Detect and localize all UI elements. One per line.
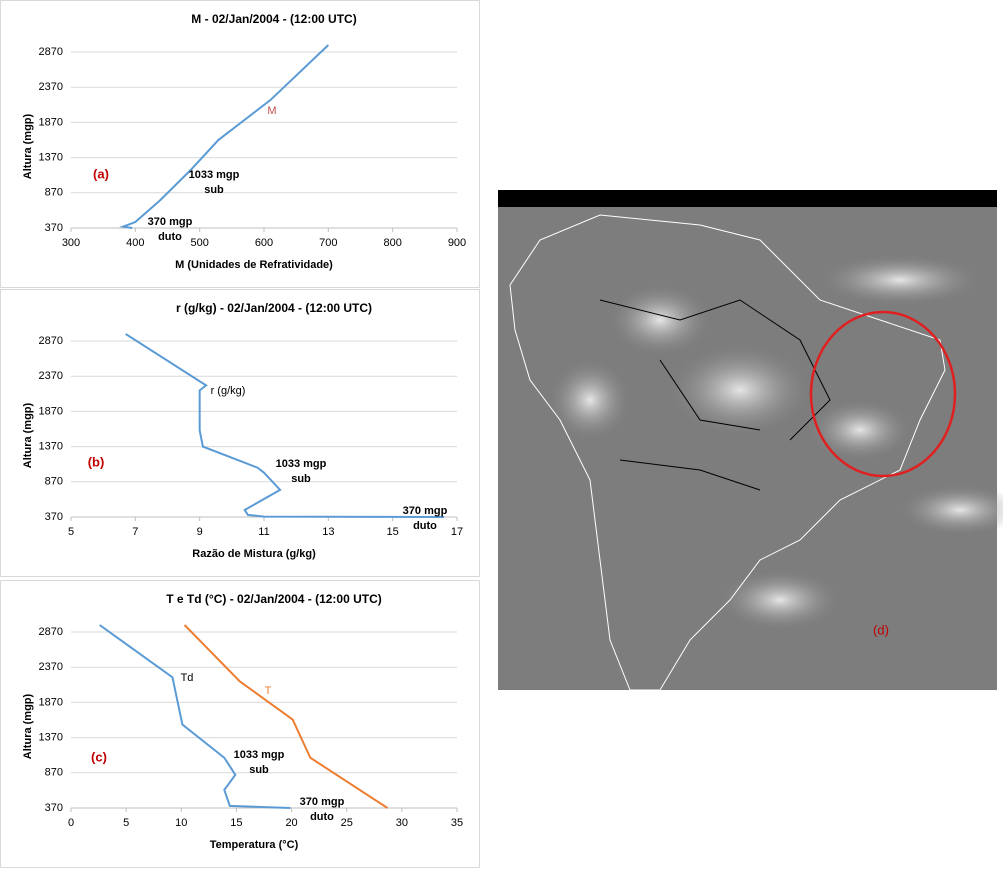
annotation: duto (158, 231, 182, 243)
x-tick-label: 400 (126, 237, 144, 249)
y-tick-label: 2370 (39, 370, 63, 382)
x-tick-label: 9 (197, 526, 203, 538)
annotation: 370 mgp (148, 216, 193, 228)
line-series (183, 624, 389, 809)
chart: r (g/kg) - 02/Jan/2004 - (12:00 UTC) 370 8… (22, 301, 463, 560)
cloud (610, 285, 710, 355)
highlight-circle (809, 310, 957, 478)
y-tick-label: 2370 (39, 661, 63, 673)
x-tick-label: 15 (387, 526, 399, 538)
image-header-bar (498, 190, 997, 207)
y-axis-label: Altura (mgp) (22, 402, 34, 468)
x-tick-label: 5 (123, 817, 129, 829)
annotation: 370 mgp (300, 796, 345, 808)
x-tick-label: 300 (62, 237, 80, 249)
satellite-image: INPE/CPTEC G-12 IR2 2004/01/02 0909Z (d) (498, 190, 1003, 691)
annotation: duto (310, 811, 334, 823)
annotation: sub (291, 473, 311, 485)
series-label: Td (181, 672, 194, 684)
x-tick-label: 11 (258, 526, 269, 538)
y-tick-label: 1870 (39, 116, 63, 128)
x-tick-label: 5 (68, 526, 74, 538)
annotation: duto (413, 520, 437, 532)
x-tick-label: 900 (448, 237, 466, 249)
cloud (900, 485, 1003, 535)
x-tick-label: 7 (132, 526, 138, 538)
x-tick-label: 30 (396, 817, 408, 829)
x-tick-label: 700 (319, 237, 337, 249)
cloud (810, 400, 910, 460)
y-tick-label: 2370 (39, 81, 63, 93)
x-tick-label: 17 (451, 526, 463, 538)
y-tick-label: 1870 (39, 696, 63, 708)
y-tick-label: 870 (45, 476, 63, 488)
panel-label: (d) (873, 622, 889, 637)
x-tick-label: 13 (322, 526, 334, 538)
y-tick-label: 870 (45, 767, 63, 779)
x-tick-label: 35 (451, 817, 463, 829)
y-axis-label: Altura (mgp) (22, 113, 34, 179)
y-tick-label: 370 (45, 802, 63, 814)
y-axis-label: Altura (mgp) (22, 693, 34, 759)
x-tick-label: 0 (68, 817, 74, 829)
coastline (509, 214, 946, 691)
cloud (550, 360, 630, 440)
panel-frame (0, 0, 480, 288)
cloud (670, 345, 810, 435)
x-tick-label: 600 (255, 237, 273, 249)
y-tick-label: 2870 (39, 626, 63, 638)
chart-title: M - 02/Jan/2004 - (12:00 UTC) (191, 12, 356, 26)
y-tick-label: 1370 (39, 441, 63, 453)
panel-frame (0, 289, 480, 577)
y-tick-label: 2870 (39, 46, 63, 58)
line-series (119, 44, 330, 229)
y-tick-label: 2870 (39, 335, 63, 347)
y-tick-label: 370 (45, 222, 63, 234)
x-tick-label: 15 (230, 817, 242, 829)
annotation: 1033 mgp (234, 749, 285, 761)
annotation: 1033 mgp (276, 458, 327, 470)
x-tick-label: 10 (175, 817, 187, 829)
x-tick-label: 500 (190, 237, 208, 249)
line-series (99, 624, 291, 809)
x-axis-label: Temperatura (°C) (210, 839, 299, 851)
cloud (720, 570, 840, 630)
annotation: (c) (91, 749, 107, 764)
chart: T e Td (°C) - 02/Jan/2004 - (12:00 UTC) 3… (22, 592, 463, 851)
annotation: (a) (93, 166, 109, 181)
y-tick-label: 1870 (39, 405, 63, 417)
x-tick-label: 20 (285, 817, 297, 829)
borders (599, 299, 831, 491)
chart-title: T e Td (°C) - 02/Jan/2004 - (12:00 UTC) (166, 592, 382, 606)
annotation: 370 mgp (403, 505, 448, 517)
series-label: M (267, 105, 276, 117)
annotation: sub (204, 184, 224, 196)
annotation: sub (249, 764, 269, 776)
y-tick-label: 1370 (39, 732, 63, 744)
y-tick-label: 870 (45, 187, 63, 199)
y-tick-label: 370 (45, 511, 63, 523)
annotation: (b) (88, 454, 105, 469)
panel-frame (0, 580, 480, 868)
x-axis-label: Razão de Mistura (g/kg) (192, 548, 316, 560)
x-tick-label: 25 (341, 817, 353, 829)
series-label: r (g/kg) (211, 385, 246, 397)
cloud (820, 255, 980, 305)
x-tick-label: 800 (383, 237, 401, 249)
series-label: T (265, 685, 272, 697)
y-tick-label: 1370 (39, 152, 63, 164)
line-series (125, 333, 445, 518)
annotation: 1033 mgp (189, 169, 240, 181)
chart-title: r (g/kg) - 02/Jan/2004 - (12:00 UTC) (176, 301, 372, 315)
x-axis-label: M (Unidades de Refratividade) (175, 259, 333, 271)
chart: M - 02/Jan/2004 - (12:00 UTC) 370 870 1370 1… (22, 12, 466, 271)
